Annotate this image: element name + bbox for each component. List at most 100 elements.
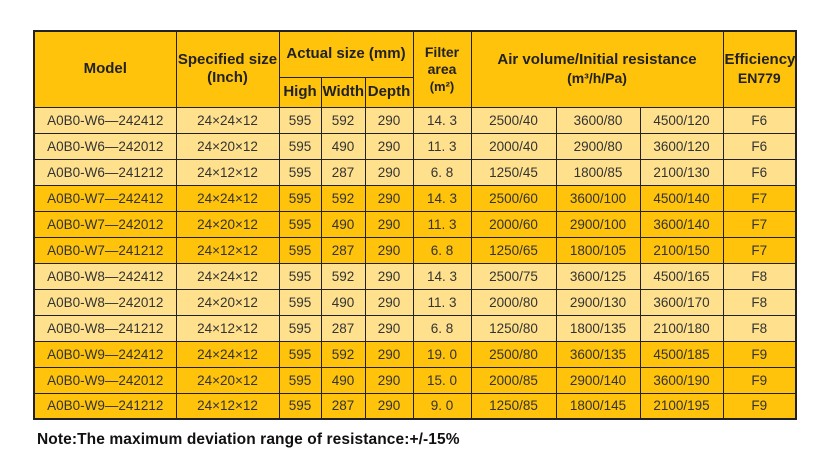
cell-width: 287 [320, 236, 366, 264]
cell-high: 595 [278, 314, 322, 342]
cell-air-volume-2: 1800/85 [555, 158, 641, 186]
cell-air-volume-3: 4500/120 [639, 106, 724, 134]
cell-air-volume-3: 2100/130 [639, 158, 724, 186]
cell-efficiency: F6 [722, 106, 797, 134]
cell-air-volume-3: 3600/170 [639, 288, 724, 316]
cell-model: A0B0-W7—242012 [33, 210, 177, 238]
table-header: Model Specified size (Inch) Actual size … [33, 30, 797, 108]
cell-air-volume-2: 3600/125 [555, 262, 641, 290]
cell-width: 287 [320, 392, 366, 420]
efficiency-standard: EN779 [737, 69, 781, 86]
cell-high: 595 [278, 236, 322, 264]
cell-air-volume-2: 2900/130 [555, 288, 641, 316]
cell-filter-area: 11. 3 [412, 288, 472, 316]
cell-air-volume-3: 4500/140 [639, 184, 724, 212]
cell-filter-area: 14. 3 [412, 262, 472, 290]
cell-specified-size: 24×24×12 [175, 262, 280, 290]
filter-spec-table: Model Specified size (Inch) Actual size … [33, 30, 798, 420]
cell-high: 595 [278, 158, 322, 186]
cell-air-volume-1: 2000/85 [470, 366, 557, 394]
cell-depth: 290 [364, 262, 414, 290]
cell-high: 595 [278, 132, 322, 160]
cell-air-volume-2: 1800/145 [555, 392, 641, 420]
cell-air-volume-2: 3600/80 [555, 106, 641, 134]
table-row: A0B0-W8—241212 24×12×12 595 287 290 6. 8 1250/… [33, 314, 797, 342]
col-header-actual-size: Actual size (mm) [278, 30, 414, 78]
cell-air-volume-1: 2000/40 [470, 132, 557, 160]
cell-efficiency: F9 [722, 392, 797, 420]
cell-filter-area: 6. 8 [412, 314, 472, 342]
cell-filter-area: 6. 8 [412, 158, 472, 186]
cell-air-volume-3: 4500/185 [639, 340, 724, 368]
cell-width: 490 [320, 132, 366, 160]
specified-size-label: Specified size [177, 50, 278, 68]
cell-filter-area: 11. 3 [412, 210, 472, 238]
table-row: A0B0-W7—242012 24×20×12 595 490 290 11. 3 2000… [33, 210, 797, 238]
cell-depth: 290 [364, 210, 414, 238]
cell-model: A0B0-W6—242412 [33, 106, 177, 134]
cell-depth: 290 [364, 236, 414, 264]
filter-area-label-2: area [427, 61, 457, 78]
cell-specified-size: 24×20×12 [175, 132, 280, 160]
cell-model: A0B0-W9—242412 [33, 340, 177, 368]
cell-air-volume-1: 2000/60 [470, 210, 557, 238]
spec-table-container: Model Specified size (Inch) Actual size … [33, 30, 798, 420]
cell-air-volume-2: 2900/100 [555, 210, 641, 238]
cell-high: 595 [278, 366, 322, 394]
table-row: A0B0-W8—242412 24×24×12 595 592 290 14. 3 2500… [33, 262, 797, 290]
cell-width: 592 [320, 184, 366, 212]
cell-model: A0B0-W8—242012 [33, 288, 177, 316]
cell-depth: 290 [364, 132, 414, 160]
table-row: A0B0-W6—241212 24×12×12 595 287 290 6. 8 1250/… [33, 158, 797, 186]
note-text: Note:The maximum deviation range of resi… [37, 431, 460, 448]
cell-width: 490 [320, 288, 366, 316]
cell-filter-area: 15. 0 [412, 366, 472, 394]
cell-width: 490 [320, 366, 366, 394]
cell-efficiency: F7 [722, 236, 797, 264]
cell-air-volume-3: 4500/165 [639, 262, 724, 290]
filter-area-unit: (m²) [429, 78, 455, 94]
cell-air-volume-1: 2000/80 [470, 288, 557, 316]
col-header-air-volume: Air volume/Initial resistance (m³/h/Pa) [470, 30, 724, 108]
cell-depth: 290 [364, 314, 414, 342]
cell-efficiency: F7 [722, 184, 797, 212]
cell-air-volume-2: 2900/140 [555, 366, 641, 394]
cell-specified-size: 24×12×12 [175, 236, 280, 264]
cell-depth: 290 [364, 340, 414, 368]
cell-specified-size: 24×24×12 [175, 106, 280, 134]
cell-high: 595 [278, 392, 322, 420]
cell-air-volume-2: 3600/100 [555, 184, 641, 212]
cell-filter-area: 11. 3 [412, 132, 472, 160]
cell-model: A0B0-W8—241212 [33, 314, 177, 342]
cell-width: 592 [320, 340, 366, 368]
cell-high: 595 [278, 288, 322, 316]
col-header-efficiency: Efficiency EN779 [722, 30, 797, 108]
cell-model: A0B0-W8—242412 [33, 262, 177, 290]
efficiency-label: Efficiency [724, 51, 796, 69]
cell-air-volume-1: 2500/75 [470, 262, 557, 290]
cell-depth: 290 [364, 106, 414, 134]
cell-high: 595 [278, 184, 322, 212]
cell-depth: 290 [364, 392, 414, 420]
table-row: A0B0-W9—242412 24×24×12 595 592 290 19. 0 2500… [33, 340, 797, 368]
cell-air-volume-3: 2100/195 [639, 392, 724, 420]
table-row: A0B0-W7—241212 24×12×12 595 287 290 6. 8 1250/… [33, 236, 797, 264]
cell-depth: 290 [364, 366, 414, 394]
cell-air-volume-1: 1250/45 [470, 158, 557, 186]
cell-efficiency: F6 [722, 158, 797, 186]
cell-depth: 290 [364, 184, 414, 212]
cell-model: A0B0-W6—242012 [33, 132, 177, 160]
cell-high: 595 [278, 340, 322, 368]
cell-filter-area: 9. 0 [412, 392, 472, 420]
cell-specified-size: 24×24×12 [175, 340, 280, 368]
cell-depth: 290 [364, 288, 414, 316]
air-volume-label: Air volume/Initial resistance [497, 51, 697, 69]
cell-efficiency: F7 [722, 210, 797, 238]
cell-efficiency: F8 [722, 288, 797, 316]
cell-efficiency: F8 [722, 262, 797, 290]
table-row: A0B0-W9—242012 24×20×12 595 490 290 15. 0 2000… [33, 366, 797, 394]
table-row: A0B0-W6—242412 24×24×12 595 592 290 14. 3 2500… [33, 106, 797, 134]
col-header-width: Width [320, 76, 366, 108]
table-body: A0B0-W6—242412 24×24×12 595 592 290 14. 3 2500… [33, 106, 797, 420]
table-row: A0B0-W9—241212 24×12×12 595 287 290 9. 0 1250/… [33, 392, 797, 420]
